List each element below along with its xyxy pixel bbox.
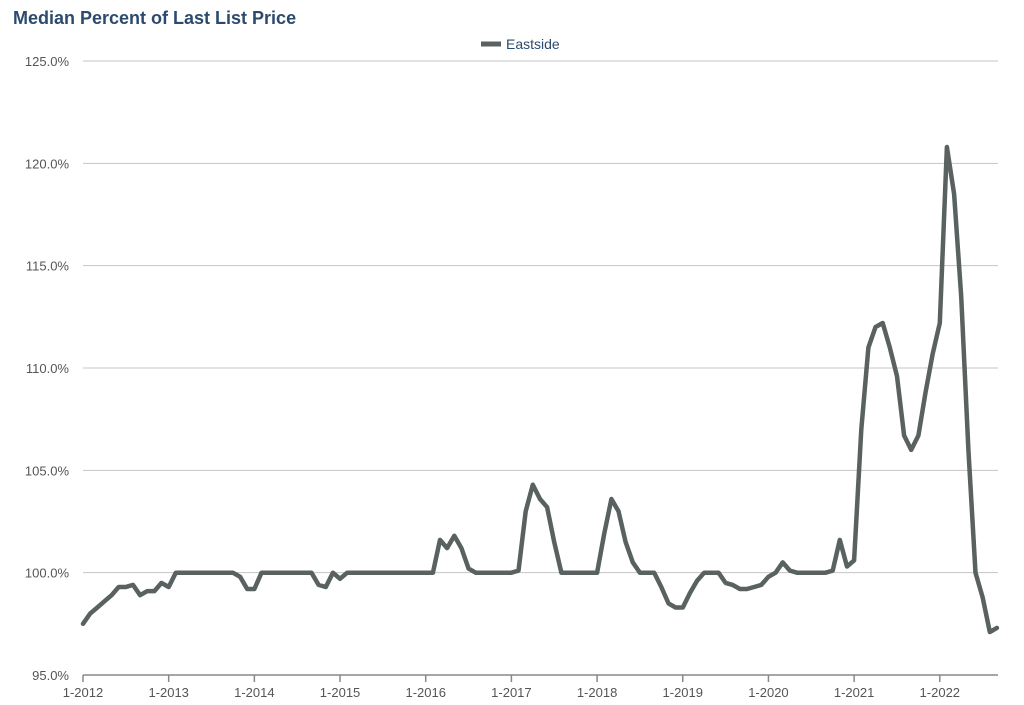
x-tick-label: 1-2021 xyxy=(834,685,874,700)
x-tick-label: 1-2019 xyxy=(663,685,703,700)
y-tick-label: 125.0% xyxy=(25,54,70,69)
series-line-eastside xyxy=(80,144,1000,635)
y-tick-label: 100.0% xyxy=(25,566,70,581)
x-tick-label: 1-2018 xyxy=(577,685,617,700)
x-tick-label: 1-2020 xyxy=(748,685,788,700)
x-tick-label: 1-2014 xyxy=(234,685,274,700)
chart-title: Median Percent of Last List Price xyxy=(13,8,297,28)
x-tick-label: 1-2017 xyxy=(491,685,531,700)
x-tick-label: 1-2022 xyxy=(920,685,960,700)
y-tick-label: 110.0% xyxy=(26,361,70,376)
x-tick-label: 1-2012 xyxy=(63,685,103,700)
y-tick-label: 95.0% xyxy=(32,668,69,683)
y-tick-label: 115.0% xyxy=(26,259,70,274)
y-tick-label: 105.0% xyxy=(25,463,70,478)
y-tick-label: 120.0% xyxy=(25,156,70,171)
legend-label: Eastside xyxy=(506,36,560,52)
x-tick-label: 1-2013 xyxy=(148,685,188,700)
x-tick-label: 1-2015 xyxy=(320,685,360,700)
x-tick-label: 1-2016 xyxy=(405,685,445,700)
